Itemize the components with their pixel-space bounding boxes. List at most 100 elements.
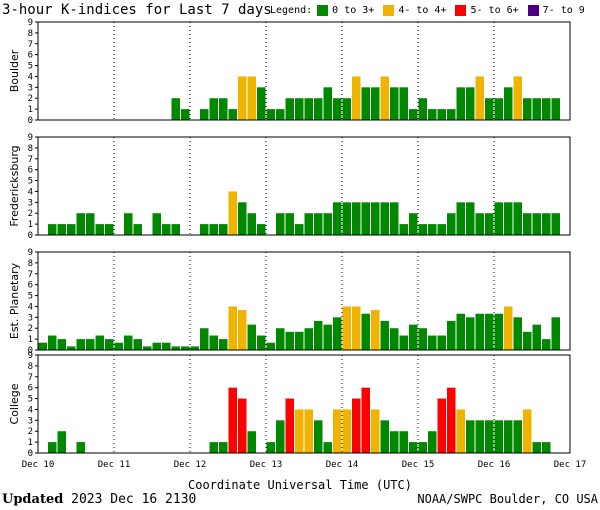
- bar-1-10: [133, 224, 142, 235]
- y-tick-label: 9: [28, 351, 33, 361]
- updated-timestamp: Updated 2023 Dec 16 2130: [2, 492, 196, 507]
- bar-2-49: [504, 306, 513, 350]
- bar-1-54: [551, 213, 560, 235]
- bar-2-23: [257, 335, 266, 350]
- x-tick-label: Dec 14: [326, 460, 359, 470]
- bar-3-49: [504, 420, 513, 453]
- bar-2-33: [352, 306, 361, 350]
- bar-2-12: [152, 342, 161, 350]
- panel-label-0: Boulder: [8, 49, 21, 92]
- bar-3-36: [380, 420, 389, 453]
- bar-1-20: [228, 191, 237, 235]
- bar-1-47: [485, 213, 494, 235]
- bar-1-27: [295, 224, 304, 235]
- bar-2-2: [57, 339, 66, 350]
- y-tick-label: 6: [28, 166, 33, 176]
- y-tick-label: 1: [28, 105, 33, 115]
- legend-swatch-purple: [527, 5, 539, 16]
- bar-2-46: [475, 313, 484, 350]
- y-tick-label: 6: [28, 51, 33, 61]
- bar-0-48: [494, 98, 503, 120]
- bar-2-9: [124, 335, 133, 350]
- bar-0-19: [219, 98, 228, 120]
- bar-0-53: [542, 98, 551, 120]
- bar-2-41: [428, 335, 437, 350]
- legend-swatch-yellow: [383, 5, 395, 16]
- bar-1-49: [504, 202, 513, 235]
- bar-2-17: [200, 328, 209, 350]
- bar-2-24: [266, 342, 275, 350]
- bar-0-27: [295, 98, 304, 120]
- bar-1-12: [152, 213, 161, 235]
- bar-0-49: [504, 87, 513, 120]
- bar-2-53: [542, 339, 551, 350]
- bar-3-45: [466, 420, 475, 453]
- legend-swatch-green: [317, 5, 329, 16]
- bar-1-46: [475, 213, 484, 235]
- bar-1-18: [209, 224, 218, 235]
- bar-2-19: [219, 339, 228, 350]
- bar-2-18: [209, 335, 218, 350]
- bar-0-34: [361, 87, 370, 120]
- bar-2-48: [494, 313, 503, 350]
- bar-2-20: [228, 306, 237, 350]
- x-tick-label: Dec 16: [478, 460, 511, 470]
- bar-2-3: [67, 346, 76, 350]
- bar-1-2: [57, 224, 66, 235]
- bar-2-44: [456, 313, 465, 350]
- bar-2-29: [314, 320, 323, 350]
- bar-1-50: [513, 202, 522, 235]
- y-tick-label: 5: [28, 177, 33, 187]
- bar-3-51: [523, 409, 532, 453]
- y-tick-label: 7: [28, 155, 33, 165]
- bar-2-1: [48, 335, 57, 350]
- y-tick-label: 0: [28, 231, 33, 241]
- y-tick-label: 4: [28, 187, 33, 197]
- legend-item-1: 4- to 4+: [398, 5, 447, 16]
- y-tick-label: 9: [28, 18, 33, 28]
- bar-2-27: [295, 331, 304, 350]
- bar-3-43: [447, 387, 456, 453]
- bar-1-21: [238, 202, 247, 235]
- y-tick-label: 8: [28, 144, 33, 154]
- bar-0-28: [304, 98, 313, 120]
- panel-label-2: Est. Planetary: [8, 262, 21, 339]
- bar-0-42: [437, 109, 446, 120]
- bar-2-13: [162, 342, 171, 350]
- y-tick-label: 1: [28, 335, 33, 345]
- x-tick-label: Dec 10: [22, 460, 55, 470]
- bar-2-30: [323, 324, 332, 350]
- bar-2-35: [371, 310, 380, 350]
- legend-item-2: 5- to 6+: [470, 5, 519, 16]
- y-tick-label: 4: [28, 405, 33, 415]
- bar-2-54: [551, 317, 560, 350]
- bar-3-30: [323, 442, 332, 453]
- y-tick-label: 5: [28, 62, 33, 72]
- bar-3-37: [390, 431, 399, 453]
- bar-1-19: [219, 224, 228, 235]
- bar-2-51: [523, 331, 532, 350]
- y-tick-label: 2: [28, 427, 33, 437]
- y-tick-label: 3: [28, 313, 33, 323]
- bar-1-44: [456, 202, 465, 235]
- bar-3-19: [219, 442, 228, 453]
- x-tick-label: Dec 17: [554, 460, 587, 470]
- kindex-chart: 0123456789Boulder0123456789Fredericksbur…: [8, 18, 587, 470]
- bar-1-6: [95, 224, 104, 235]
- bar-2-10: [133, 339, 142, 350]
- bar-3-41: [428, 431, 437, 453]
- bar-3-2: [57, 431, 66, 453]
- y-tick-label: 0: [28, 116, 33, 126]
- bar-2-31: [333, 317, 342, 350]
- bar-3-21: [238, 398, 247, 453]
- bar-2-47: [485, 313, 494, 350]
- bar-0-14: [171, 98, 180, 120]
- panel-label-1: Fredericksburg: [8, 145, 21, 226]
- bar-3-1: [48, 442, 57, 453]
- legend-item-0: 0 to 3+: [332, 5, 375, 16]
- updated-label: Updated: [2, 492, 64, 507]
- y-tick-label: 3: [28, 416, 33, 426]
- bar-3-4: [76, 442, 85, 453]
- bar-2-26: [285, 331, 294, 350]
- bar-0-18: [209, 98, 218, 120]
